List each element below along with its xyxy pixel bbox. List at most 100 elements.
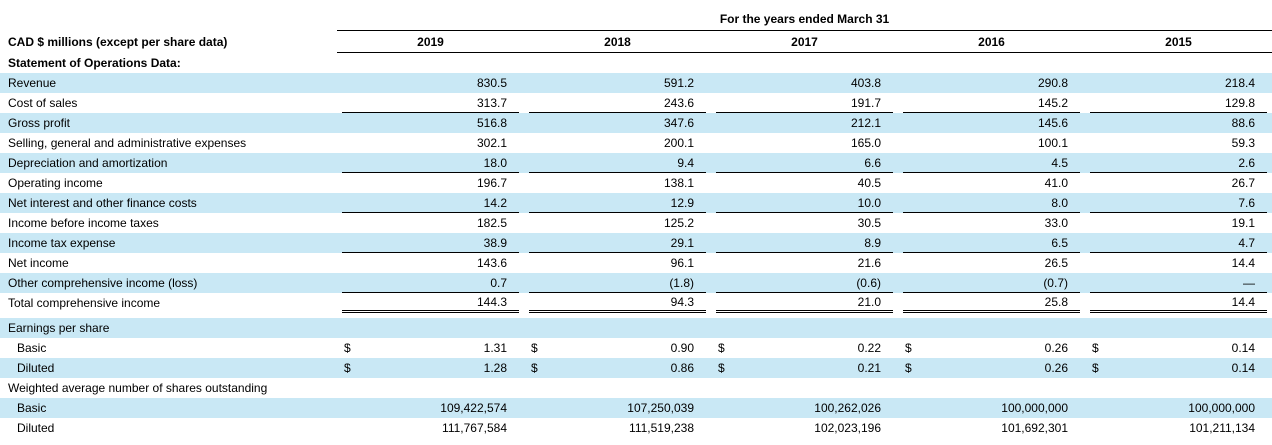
data-cell: 94.3 — [524, 293, 711, 313]
row-label: Depreciation and amortization — [8, 156, 168, 170]
cell-inner: 145.2 — [903, 93, 1080, 113]
cell-value: 101,211,134 — [1189, 421, 1256, 435]
data-cell: 143.6 — [337, 253, 524, 273]
row-earnings-per-share: Earnings per share — [0, 318, 1272, 338]
cell-value: 144.3 — [476, 294, 507, 309]
cell-inner: 7.6 — [1090, 193, 1268, 213]
cell-value: 26.7 — [1231, 176, 1256, 190]
cell-inner: 88.6 — [1090, 113, 1267, 133]
currency-symbol: $ — [344, 361, 351, 375]
cell-value: 12.9 — [670, 195, 694, 210]
row-label: Revenue — [8, 76, 57, 90]
cell-inner: 12.9 — [529, 193, 706, 213]
row-label: Income tax expense — [8, 236, 116, 250]
cell-inner: 138.1 — [529, 173, 706, 193]
cell-value: 94.3 — [670, 294, 694, 309]
currency-symbol: $ — [718, 361, 725, 375]
cell-value: 0.7 — [490, 275, 507, 290]
cell-value: 14.4 — [1231, 256, 1256, 270]
row-operating-income: Operating income 196.7 138.1 40.5 41.0 26.7 — [0, 173, 1272, 193]
cell-inner: 182.5 — [342, 213, 519, 233]
data-cell: (0.6) — [711, 273, 898, 293]
data-cell: 14.2 — [337, 193, 524, 213]
data-cell: 313.7 — [337, 93, 524, 113]
cell-value: 30.5 — [857, 216, 881, 230]
cell-inner: 2.6 — [1090, 153, 1268, 173]
cell-value: 29.1 — [670, 235, 694, 250]
data-cell: 102,023,196 — [711, 418, 898, 438]
cell-inner: 212.1 — [716, 113, 893, 133]
row-label: Selling, general and administrative expe… — [8, 136, 247, 150]
cell-value: 10.0 — [857, 195, 881, 210]
currency-symbol: $ — [1092, 341, 1099, 355]
data-cell: 403.8 — [711, 73, 898, 93]
cell-inner: $0.26 — [903, 338, 1080, 358]
cell-inner: 218.4 — [1090, 73, 1267, 93]
cell-inner: 21.0 — [716, 293, 893, 313]
cell-inner: 144.3 — [342, 293, 519, 313]
data-cell: 26.5 — [898, 253, 1085, 273]
cell-value: 290.8 — [1037, 76, 1068, 90]
cell-value: 1.28 — [483, 361, 507, 375]
row-cost-of-sales: Cost of sales 313.7 243.6 191.7 145.2 129.8 — [0, 93, 1272, 113]
cell-inner: $1.31 — [342, 338, 519, 358]
cell-value: 25.8 — [1044, 294, 1068, 309]
cell-value: 212.1 — [850, 116, 881, 130]
row-label: Operating income — [8, 176, 103, 190]
cell-value: 313.7 — [476, 95, 507, 110]
cell-value: 8.0 — [1051, 195, 1068, 210]
cell-value: 0.26 — [1044, 341, 1068, 355]
data-cell — [898, 318, 1085, 338]
cell-inner: 109,422,574 — [342, 398, 519, 418]
data-cell: 218.4 — [1085, 73, 1272, 93]
cell-inner: $1.28 — [342, 358, 519, 378]
cell-value: 218.4 — [1225, 76, 1256, 90]
data-cell: 4.5 — [898, 153, 1085, 173]
data-cell: 144.3 — [337, 293, 524, 313]
row-shares-diluted: Diluted 111,767,584 111,519,238 102,023,196… — [0, 418, 1272, 438]
cell-inner: 200.1 — [529, 133, 706, 153]
cell-value: 1.31 — [483, 341, 507, 355]
cell-value: 143.6 — [476, 256, 507, 270]
cell-value: 109,422,574 — [440, 401, 507, 415]
cell-inner: 830.5 — [342, 73, 519, 93]
cell-value: 7.6 — [1238, 195, 1256, 210]
year-header: 2016 — [898, 30, 1085, 53]
currency-symbol: $ — [905, 361, 912, 375]
row-statement-of-operations-data: Statement of Operations Data: — [0, 53, 1272, 74]
data-cell: 25.8 — [898, 293, 1085, 313]
data-cell — [711, 378, 898, 398]
cell-inner: 0.7 — [342, 273, 519, 293]
cell-value: 138.1 — [663, 176, 694, 190]
cell-inner: 26.5 — [903, 253, 1080, 273]
data-cell: 29.1 — [524, 233, 711, 253]
cell-inner: (1.8) — [529, 273, 706, 293]
statement-of-operations-table: For the years ended March 31 CAD $ milli… — [0, 6, 1272, 438]
cell-inner: 102,023,196 — [716, 418, 893, 438]
data-cell: 6.5 — [898, 233, 1085, 253]
row-net-interest-finance-costs: Net interest and other finance costs 14.2… — [0, 193, 1272, 213]
cell-inner: 100,262,026 — [716, 398, 893, 418]
cell-inner: 21.6 — [716, 253, 893, 273]
cell-value: 100,000,000 — [1001, 401, 1068, 415]
data-cell: 100,000,000 — [1085, 398, 1272, 418]
cell-value: 102,023,196 — [814, 421, 881, 435]
data-cell: 21.0 — [711, 293, 898, 313]
cell-value: 830.5 — [476, 76, 507, 90]
data-cell: 107,250,039 — [524, 398, 711, 418]
cell-inner: 41.0 — [903, 173, 1080, 193]
data-cell: 12.9 — [524, 193, 711, 213]
row-depreciation-amortization: Depreciation and amortization 18.0 9.4 6.6 4… — [0, 153, 1272, 173]
cell-inner: $0.14 — [1090, 358, 1267, 378]
cell-value: 14.2 — [483, 195, 507, 210]
data-cell: $1.28 — [337, 358, 524, 378]
cell-value: 302.1 — [476, 136, 507, 150]
data-cell — [524, 318, 711, 338]
data-cell: 40.5 — [711, 173, 898, 193]
cell-inner: (0.6) — [716, 273, 893, 293]
row-label: Cost of sales — [8, 96, 78, 110]
cell-inner: 100.1 — [903, 133, 1080, 153]
data-cell: 8.9 — [711, 233, 898, 253]
cell-inner: 25.8 — [903, 293, 1080, 313]
